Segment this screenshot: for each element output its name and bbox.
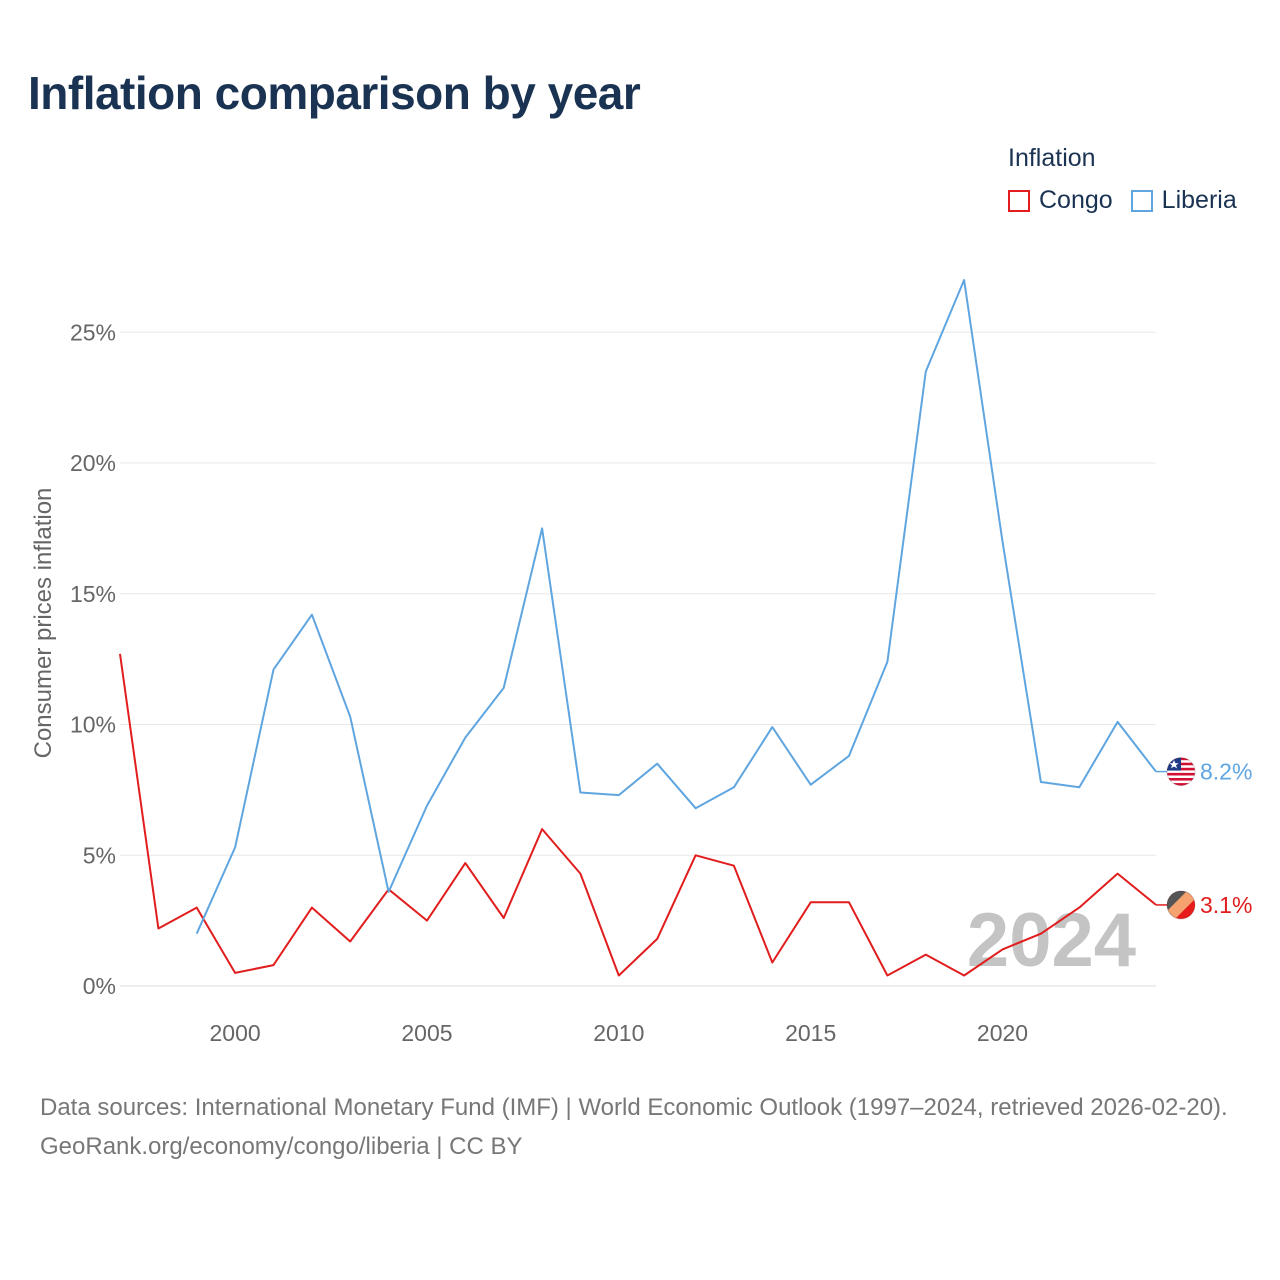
- y-tick-label: 20%: [70, 450, 116, 476]
- gridlines: [120, 331, 1156, 987]
- end-label-congo: 3.1%: [1200, 892, 1252, 918]
- chart-title: Inflation comparison by year: [28, 67, 641, 119]
- legend-label-liberia: Liberia: [1161, 186, 1237, 214]
- x-tick-label: 2015: [785, 1020, 836, 1046]
- footer: Data sources: International Monetary Fun…: [40, 1088, 1250, 1166]
- end-markers: 3.1% 8.2%: [1156, 757, 1252, 920]
- year-watermark: 2024: [967, 898, 1136, 983]
- series-line-congo[interactable]: [119, 653, 1157, 977]
- y-tick-labels: 0% 5% 10% 15% 20% 25%: [70, 319, 116, 999]
- legend: Congo Liberia: [1008, 186, 1255, 215]
- series-lines: [119, 279, 1157, 977]
- y-tick-label: 15%: [70, 581, 116, 607]
- footer-source: Data sources: International Monetary Fun…: [40, 1094, 1228, 1121]
- footer-credit[interactable]: GeoRank.org/economy/congo/liberia | CC B…: [40, 1133, 523, 1160]
- legend-item-congo[interactable]: Congo: [1008, 186, 1113, 215]
- y-tick-label: 25%: [70, 319, 116, 345]
- y-tick-label: 0%: [83, 973, 116, 999]
- legend-item-liberia[interactable]: Liberia: [1130, 186, 1237, 215]
- legend-title: Inflation: [1008, 144, 1096, 172]
- x-tick-labels: 2000 2005 2010 2015 2020: [210, 1020, 1029, 1046]
- legend-swatch-liberia: [1130, 189, 1153, 212]
- x-tick-label: 2000: [210, 1020, 261, 1046]
- flag-congo-icon: [1166, 890, 1196, 920]
- legend-swatch-congo: [1008, 189, 1030, 212]
- y-tick-label: 5%: [83, 842, 116, 868]
- y-tick-label: 10%: [70, 712, 116, 738]
- x-tick-label: 2005: [401, 1020, 452, 1046]
- line-chart: 0% 5% 10% 15% 20% 25% 2000 2005 2010 2015 2020 20…: [30, 279, 1252, 1046]
- series-line-liberia[interactable]: [195, 279, 1157, 935]
- x-tick-label: 2020: [977, 1020, 1028, 1046]
- flag-liberia-icon: [1166, 757, 1196, 787]
- y-axis-label: Consumer prices inflation: [30, 488, 57, 759]
- end-label-liberia: 8.2%: [1200, 759, 1252, 785]
- x-tick-label: 2010: [593, 1020, 644, 1046]
- legend-label-congo: Congo: [1039, 186, 1113, 214]
